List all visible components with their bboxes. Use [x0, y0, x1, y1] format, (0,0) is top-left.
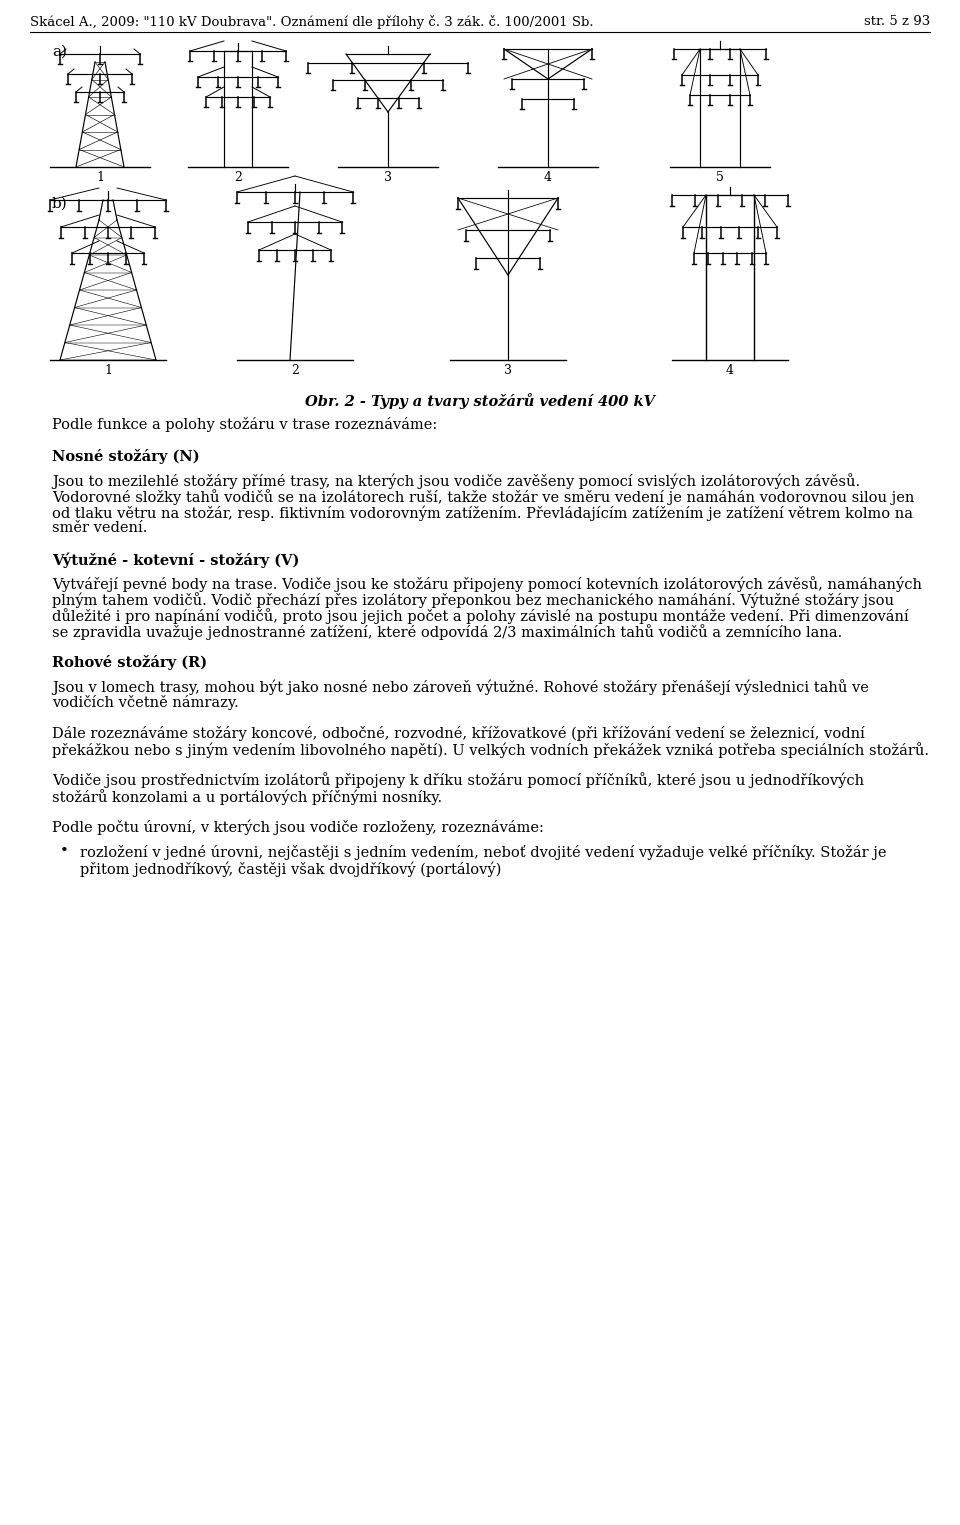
Text: Obr. 2 - Typy a tvary stožárů vedení 400 kV: Obr. 2 - Typy a tvary stožárů vedení 400… — [305, 393, 655, 409]
Text: 2: 2 — [234, 171, 242, 185]
Text: Rohové stožáry (R): Rohové stožáry (R) — [52, 656, 207, 669]
Text: 3: 3 — [384, 171, 392, 185]
Text: Nosné stožáry (N): Nosné stožáry (N) — [52, 450, 200, 465]
Text: str. 5 z 93: str. 5 z 93 — [864, 15, 930, 27]
Text: 4: 4 — [726, 364, 734, 377]
Text: Skácel A., 2009: "110 kV Doubrava". Oznámení dle přílohy č. 3 zák. č. 100/2001 S: Skácel A., 2009: "110 kV Doubrava". Ozná… — [30, 15, 593, 29]
Text: překážkou nebo s jiným vedením libovolného napětí). U velkých vodních překážek v: překážkou nebo s jiným vedením libovolné… — [52, 741, 929, 758]
Text: důležité i pro napínání vodičů, proto jsou jejich počet a polohy závislé na post: důležité i pro napínání vodičů, proto js… — [52, 608, 909, 624]
Text: 5: 5 — [716, 171, 724, 185]
Text: rozložení v jedné úrovni, nejčastěji s jedním vedením, neboť dvojité vedení vyža: rozložení v jedné úrovni, nejčastěji s j… — [80, 845, 886, 860]
Text: 4: 4 — [544, 171, 552, 185]
Text: stožárů konzolami a u portálových příčnými nosníky.: stožárů konzolami a u portálových příčný… — [52, 788, 443, 805]
Text: vodičích včetně námrazy.: vodičích včetně námrazy. — [52, 695, 239, 709]
Text: směr vedení.: směr vedení. — [52, 522, 148, 535]
Text: b): b) — [52, 197, 68, 210]
Text: 2: 2 — [291, 364, 299, 377]
Text: Vodiče jsou prostřednictvím izolátorů připojeny k dříku stožáru pomocí příčníků,: Vodiče jsou prostřednictvím izolátorů př… — [52, 773, 864, 788]
Text: Výtužné - kotevní - stožáry (V): Výtužné - kotevní - stožáry (V) — [52, 552, 300, 567]
Text: •: • — [60, 845, 69, 859]
Text: Jsou v lomech trasy, mohou být jako nosné nebo zároveň výtužné. Rohové stožáry p: Jsou v lomech trasy, mohou být jako nosn… — [52, 679, 869, 694]
Text: Jsou to mezilehlé stožáry přímé trasy, na kterých jsou vodiče zavěšeny pomocí sv: Jsou to mezilehlé stožáry přímé trasy, n… — [52, 473, 860, 490]
Text: plným tahem vodičů. Vodič přechází přes izolátory přeponkou bez mechanického nam: plným tahem vodičů. Vodič přechází přes … — [52, 592, 894, 608]
Text: Vodorovné složky tahů vodičů se na izolátorech ruší, takže stožár ve směru veden: Vodorovné složky tahů vodičů se na izolá… — [52, 490, 914, 505]
Text: a): a) — [52, 46, 67, 59]
Text: Dále rozeznáváme stožáry koncové, odbočné, rozvodné, křížovatkové (při křížování: Dále rozeznáváme stožáry koncové, odbočn… — [52, 726, 865, 741]
Text: od tlaku větru na stožár, resp. fiktivním vodorovným zatížením. Převládajícím za: od tlaku větru na stožár, resp. fiktivní… — [52, 505, 913, 522]
Text: se zpravidla uvažuje jednostranné zatížení, které odpovídá 2/3 maximálních tahů : se zpravidla uvažuje jednostranné zatíže… — [52, 624, 842, 640]
Text: Podle počtu úrovní, v kterých jsou vodiče rozloženy, rozeznáváme:: Podle počtu úrovní, v kterých jsou vodič… — [52, 819, 544, 836]
Text: 1: 1 — [104, 364, 112, 377]
Text: Vytvářejí pevné body na trase. Vodiče jsou ke stožáru připojeny pomocí kotevních: Vytvářejí pevné body na trase. Vodiče js… — [52, 576, 922, 592]
Text: přitom jednodříkový, častěji však dvojdříkový (portálový): přitom jednodříkový, častěji však dvojdř… — [80, 862, 501, 877]
Text: 1: 1 — [96, 171, 104, 185]
Text: 3: 3 — [504, 364, 512, 377]
Text: Podle funkce a polohy stožáru v trase rozeznáváme:: Podle funkce a polohy stožáru v trase ro… — [52, 416, 437, 432]
